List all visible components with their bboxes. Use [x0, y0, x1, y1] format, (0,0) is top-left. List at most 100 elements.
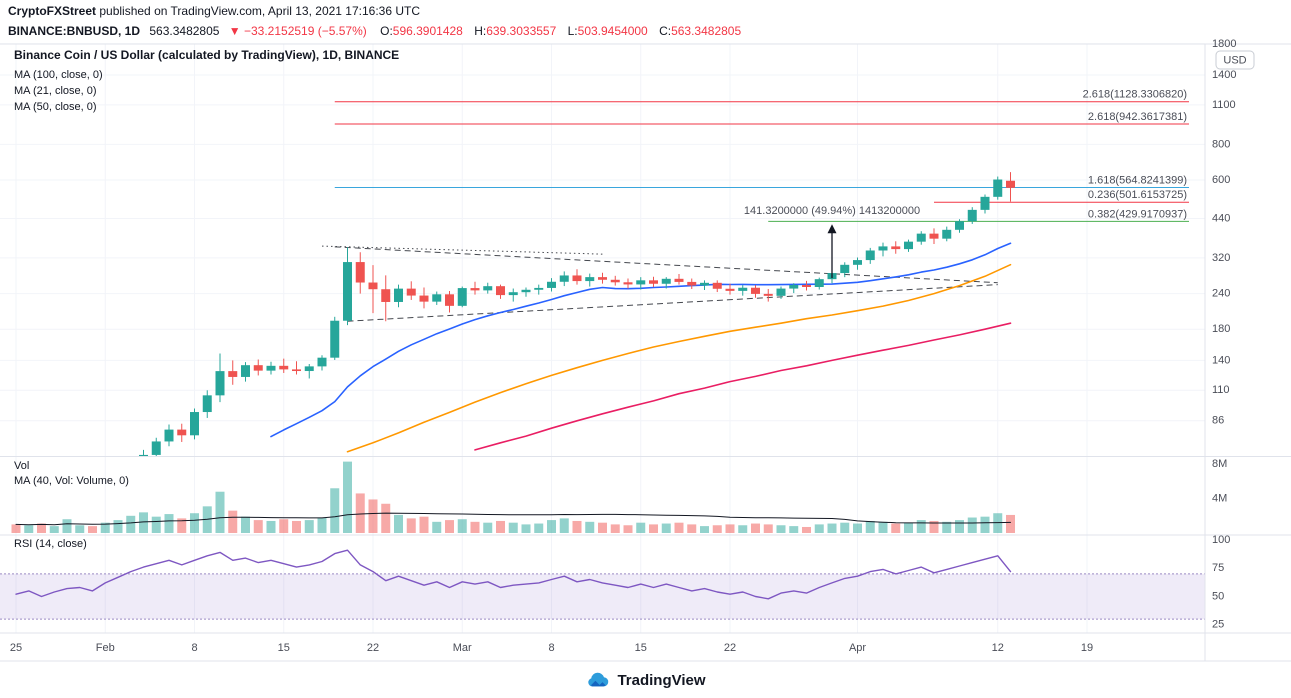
publish-byline: CryptoFXStreet published on TradingView.…: [8, 4, 420, 18]
volume-bar: [37, 523, 46, 533]
rsi-panel: [0, 549, 1205, 620]
candle-body: [814, 279, 824, 288]
volume-bar: [802, 526, 811, 533]
candle-body: [190, 412, 199, 436]
volume-panel: [11, 461, 1015, 533]
price-axis-label: 86: [1212, 415, 1224, 427]
candle-body: [712, 282, 722, 289]
candle-body: [955, 221, 964, 230]
candle-body: [967, 209, 977, 222]
candle-body: [916, 233, 926, 242]
rsi-axis-label: 75: [1212, 562, 1224, 574]
published-text: published on TradingView.com, April 13, …: [99, 4, 421, 18]
volume-bar: [164, 514, 174, 533]
price-axis-label: 600: [1212, 174, 1230, 186]
currency-badge: USD: [1215, 50, 1255, 70]
volume-bar: [840, 522, 850, 533]
candle-body: [88, 504, 97, 509]
volume-bar: [190, 513, 199, 533]
fib-level-label: 0.236(501.6153725): [1088, 189, 1187, 201]
time-axis-label: Apr: [849, 642, 866, 654]
volume-bar: [534, 523, 544, 533]
candle-body: [63, 507, 72, 510]
volume-bar: [521, 524, 531, 533]
price-axis-label: 1400: [1212, 69, 1236, 81]
time-axis-label: 19: [1081, 642, 1093, 654]
candle-body: [789, 284, 799, 289]
trendline-dotted: [321, 245, 603, 255]
fib-level-label: 0.382(429.9170937): [1088, 208, 1187, 220]
volume-bar: [929, 520, 939, 533]
volume-bar: [636, 522, 646, 533]
volume-bar: [139, 512, 148, 533]
candle-body: [610, 279, 620, 283]
volume-bar: [980, 516, 990, 533]
volume-bar: [942, 521, 952, 533]
fib-level-label: 2.618(1128.3306820): [1083, 89, 1187, 101]
volume-bar: [572, 520, 582, 533]
candle-body: [279, 365, 289, 370]
candle-body: [343, 262, 352, 321]
volume-bar: [508, 522, 518, 533]
legend-ma100: MA (100, close, 0): [14, 69, 103, 81]
fib-level-label: 1.618(564.8241399): [1088, 175, 1187, 187]
price-axis-label: 440: [1212, 212, 1230, 224]
candle-body: [292, 369, 301, 372]
volume-bar: [406, 518, 416, 533]
candle-body: [508, 292, 518, 296]
legend-rsi: RSI (14, close): [14, 538, 87, 550]
panel-frame: [0, 43, 1291, 662]
publisher-link[interactable]: CryptoFXStreet: [8, 4, 97, 18]
open-value: O:596.3901428: [380, 24, 463, 38]
trendline-dashed: [347, 284, 998, 322]
candle-body: [253, 365, 263, 371]
time-axis-label: 22: [724, 642, 736, 654]
candle-body: [865, 250, 875, 261]
candle-body: [751, 287, 760, 294]
volume-bar: [853, 523, 862, 533]
volume-bar: [559, 518, 569, 533]
candle-body: [763, 293, 773, 296]
volume-bar: [266, 520, 276, 533]
candle-body: [37, 508, 46, 517]
candle-body: [50, 510, 59, 517]
candle-body: [419, 295, 429, 302]
time-axis[interactable]: 25 Feb 8 15 22 Mar 8 15 22 Apr 12 19: [10, 642, 1093, 654]
candle-body: [202, 395, 212, 413]
measure-arrow-head: [827, 224, 837, 234]
grid: [0, 43, 1205, 633]
price-axis-label: 240: [1212, 287, 1230, 299]
volume-bar: [751, 523, 760, 533]
candle-body: [139, 454, 148, 456]
candle-body: [802, 284, 811, 288]
rsi-band: [0, 573, 1205, 620]
volume-ma-line: [15, 512, 1011, 526]
candle-body: [24, 508, 33, 512]
volume-bar: [445, 520, 454, 533]
candle-body: [1006, 180, 1015, 188]
rsi-axis-label: 50: [1212, 590, 1224, 602]
candle-body: [432, 294, 442, 302]
volume-bar: [725, 524, 735, 533]
trendline-dashed: [334, 246, 998, 284]
price-axis-label: 180: [1212, 323, 1230, 335]
candle-body: [445, 294, 454, 306]
candle-body: [496, 286, 505, 296]
price-axis-label: 320: [1212, 252, 1230, 264]
legend-ma21: MA (21, close, 0): [14, 85, 97, 97]
candle-body: [355, 262, 365, 283]
volume-bar: [496, 520, 505, 533]
volume-bar: [610, 524, 620, 533]
volume-bar: [993, 513, 1003, 533]
volume-bar: [623, 525, 633, 533]
price-axis[interactable]: 1800 1400 1100 800 600 440 320 240 180 140 110 86 US…: [1212, 38, 1255, 631]
currency-badge-label: USD: [1223, 54, 1246, 66]
volume-bar: [955, 520, 964, 533]
volume-bar: [483, 522, 493, 533]
volume-bar: [763, 524, 773, 533]
tradingview-brand-link[interactable]: TradingView: [617, 671, 706, 689]
candle-body: [483, 286, 493, 291]
volume-bar: [394, 514, 403, 533]
time-axis-label: 15: [278, 642, 290, 654]
